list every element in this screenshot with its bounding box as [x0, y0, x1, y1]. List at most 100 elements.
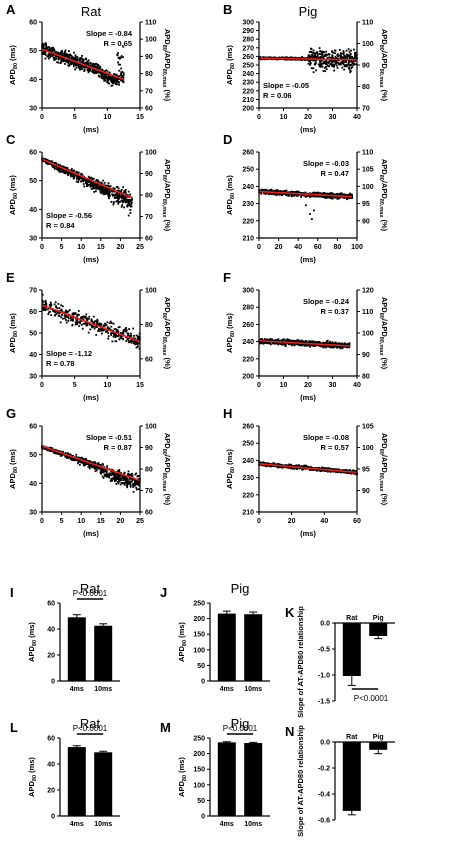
data-point [88, 467, 91, 470]
data-point [62, 60, 65, 63]
data-point [129, 484, 132, 487]
data-point [113, 201, 115, 204]
data-point [45, 308, 48, 311]
data-point [338, 49, 341, 51]
data-point [349, 55, 352, 58]
data-point [117, 187, 120, 190]
data-point [102, 328, 105, 331]
data-point [57, 52, 60, 55]
data-point [282, 338, 285, 341]
data-point [58, 169, 61, 172]
panel-letter-h: H [223, 406, 232, 421]
data-point [106, 187, 109, 190]
data-point [116, 335, 118, 337]
data-point [115, 334, 117, 337]
data-point [346, 198, 348, 201]
data-point [122, 186, 125, 189]
data-point [113, 472, 116, 475]
data-point [325, 341, 328, 344]
data-point [86, 69, 89, 72]
data-point [108, 474, 111, 477]
data-point [87, 322, 89, 324]
scatter-points [41, 293, 141, 350]
data-point [325, 197, 328, 199]
y-tick-label: 260 [242, 322, 254, 329]
data-point [90, 464, 92, 467]
data-point [120, 71, 123, 73]
data-point [84, 321, 87, 324]
data-point [107, 475, 109, 478]
data-point [44, 42, 47, 45]
data-point [334, 55, 337, 58]
data-point [125, 330, 128, 333]
data-point [319, 65, 322, 68]
data-point [95, 326, 97, 328]
data-point [46, 46, 49, 49]
data-point [76, 318, 79, 321]
data-point [91, 326, 93, 329]
data-point [92, 177, 95, 180]
data-point [116, 200, 119, 202]
data-point [331, 196, 333, 199]
data-point [128, 200, 130, 203]
data-point [287, 339, 289, 341]
y-tick-label: 230 [242, 80, 254, 87]
data-point [322, 56, 325, 58]
data-point [113, 76, 116, 78]
data-point [89, 328, 92, 331]
data-point [114, 193, 117, 196]
data-point [75, 55, 78, 58]
data-point [313, 345, 316, 347]
data-point [314, 59, 317, 62]
data-point [325, 61, 328, 64]
data-point [54, 165, 57, 168]
data-point [92, 315, 95, 318]
data-point [73, 313, 76, 316]
data-point [61, 454, 63, 457]
y2-tick-label: 90 [145, 54, 153, 61]
data-point [101, 329, 104, 332]
data-point [75, 171, 78, 173]
data-point [342, 343, 345, 346]
data-point [102, 191, 105, 194]
data-point [108, 197, 110, 200]
data-point [94, 183, 96, 186]
data-point [137, 478, 140, 480]
data-point [83, 66, 85, 69]
data-point [262, 189, 265, 192]
data-point [260, 189, 263, 192]
data-point [120, 471, 122, 474]
data-point [118, 69, 121, 72]
y-axis-label: APD80 (ms) [8, 449, 19, 489]
data-point [279, 342, 281, 344]
data-point [127, 473, 129, 475]
data-point [65, 321, 68, 324]
data-point [349, 71, 352, 74]
data-point [321, 62, 324, 65]
data-point [326, 340, 328, 342]
data-point [304, 196, 307, 198]
data-point [136, 341, 139, 344]
data-point [129, 209, 132, 211]
data-point [120, 482, 123, 484]
data-point [122, 482, 125, 484]
data-point [321, 65, 324, 68]
data-point [82, 183, 85, 185]
data-point [333, 60, 336, 63]
data-point [63, 53, 66, 56]
data-point [324, 60, 327, 63]
y2-tick-label: 70 [145, 488, 153, 495]
data-point [52, 310, 55, 313]
data-point [101, 186, 104, 189]
data-point [337, 53, 339, 56]
data-point [60, 57, 63, 59]
data-point [335, 60, 338, 63]
data-point [137, 484, 140, 487]
data-point [53, 166, 56, 169]
data-point [305, 343, 308, 346]
data-point [99, 191, 102, 193]
data-point [326, 54, 329, 56]
data-point [93, 320, 96, 323]
data-point [293, 342, 295, 345]
data-point [290, 191, 293, 194]
